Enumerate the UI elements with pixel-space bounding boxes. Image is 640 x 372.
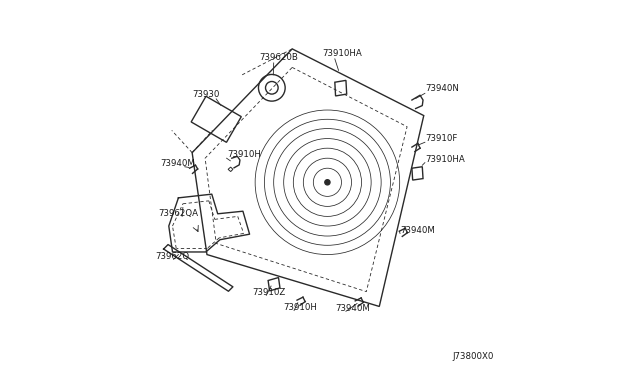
Text: 73940M: 73940M (401, 226, 436, 235)
Text: 73940M: 73940M (161, 159, 195, 168)
Text: 73910H: 73910H (227, 150, 261, 159)
Text: 73910HA: 73910HA (426, 155, 465, 164)
Text: 73910F: 73910F (426, 134, 458, 143)
Text: 739620B: 739620B (259, 53, 298, 62)
Text: 73940M: 73940M (335, 304, 370, 313)
Text: 73910Z: 73910Z (253, 288, 286, 297)
Text: 73910H: 73910H (283, 303, 317, 312)
Circle shape (325, 180, 330, 185)
Text: J73800X0: J73800X0 (453, 352, 494, 361)
Text: 73910HA: 73910HA (322, 49, 362, 58)
Text: 73930: 73930 (192, 90, 220, 99)
Text: 73962Q: 73962Q (155, 252, 189, 261)
Text: 73940N: 73940N (426, 84, 460, 93)
Text: 73962QA: 73962QA (159, 208, 199, 218)
